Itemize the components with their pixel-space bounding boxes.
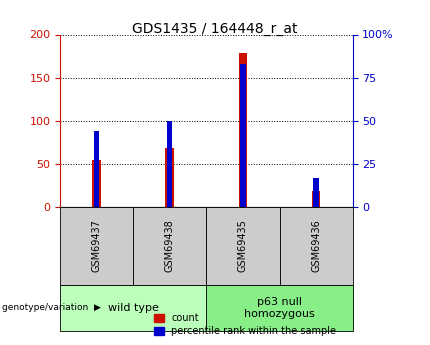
Text: genotype/variation  ▶: genotype/variation ▶ [2,303,101,313]
Bar [94,131,99,207]
Text: GSM69435: GSM69435 [238,219,248,272]
Text: GSM69438: GSM69438 [165,219,175,272]
Bar [312,191,320,207]
Text: GSM69436: GSM69436 [311,219,321,272]
Bar [92,159,101,207]
Bar [313,178,319,207]
Text: GDS1435 / 164448_r_at: GDS1435 / 164448_r_at [132,22,298,37]
Bar [239,53,247,207]
Bar [167,121,172,207]
Bar [166,148,174,207]
Text: wild type: wild type [108,303,159,313]
Text: p63 null
homozygous: p63 null homozygous [244,297,315,319]
Text: GSM69437: GSM69437 [92,219,102,272]
Legend: count, percentile rank within the sample: count, percentile rank within the sample [150,309,340,340]
Bar [240,64,246,207]
